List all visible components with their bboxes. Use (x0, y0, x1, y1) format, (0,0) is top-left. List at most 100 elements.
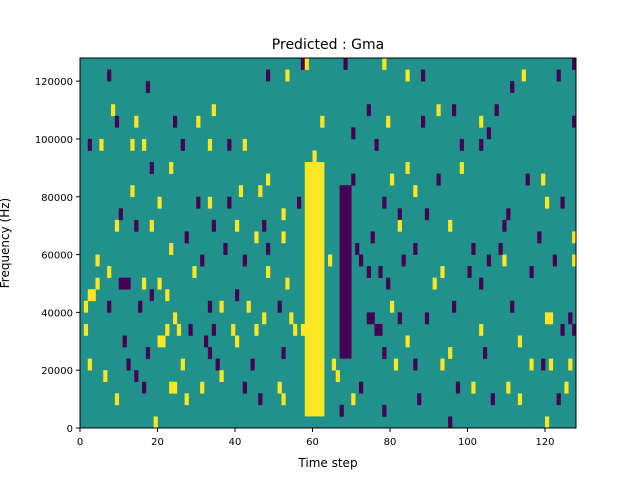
heatmap-cell-low (366, 266, 371, 278)
heatmap-cell-high (397, 219, 402, 232)
heatmap-cell-high (87, 358, 92, 371)
heatmap-cell-low (258, 393, 263, 406)
heatmap-cell-high (231, 323, 236, 336)
heatmap-cell-high (219, 300, 224, 313)
low-band-column (347, 185, 352, 359)
heatmap-cell-high (114, 219, 120, 232)
heatmap-cell-low (459, 138, 464, 151)
heatmap-cell-low (281, 347, 286, 359)
heatmap-cell-high (289, 312, 294, 325)
heatmap-cell-low (211, 323, 216, 336)
heatmap-cell-high (161, 335, 166, 348)
heatmap-cell-low (436, 173, 441, 186)
low-band-column (343, 185, 348, 359)
heatmap-cell-high (91, 289, 96, 302)
heatmap-cell-high (192, 266, 197, 278)
heatmap-cell-low (471, 243, 476, 255)
heatmap-cell-high (254, 323, 259, 336)
heatmap-cell-low (572, 115, 577, 128)
heatmap-cell-high (564, 381, 569, 394)
heatmap-cell-high (149, 219, 154, 232)
high-band-column (312, 162, 317, 417)
heatmap-cell-high (235, 335, 240, 348)
heatmap-cell-high (235, 219, 240, 232)
heatmap-cell-high (281, 393, 286, 406)
heatmap-cell-low (374, 323, 379, 336)
heatmap-cell-high (386, 115, 391, 128)
heatmap-cell-high (471, 381, 476, 394)
heatmap-cell-low (355, 243, 360, 255)
heatmap-cell-low (142, 381, 147, 394)
heatmap-cell-low (351, 127, 356, 140)
x-tick-label: 80 (384, 437, 397, 448)
heatmap-cell-low (126, 277, 131, 290)
heatmap-cell-low (204, 335, 209, 348)
heatmap-cell-high (351, 393, 356, 406)
heatmap-cell-high (142, 138, 147, 151)
y-axis: 0 20000 40000 60000 80000 100000 120000 (35, 77, 80, 435)
heatmap-cell-high (176, 323, 182, 336)
heatmap-cell-high (200, 381, 205, 394)
heatmap-cell-high (541, 173, 546, 186)
y-tick-label: 40000 (41, 308, 73, 319)
heatmap-cell-high (545, 312, 550, 325)
heatmap-cell-low (207, 300, 213, 313)
heatmap-cell-high (157, 196, 162, 209)
heatmap-cell-low (397, 208, 402, 221)
heatmap-cell-high (242, 138, 247, 151)
y-tick-label: 0 (67, 424, 73, 435)
heatmap-cell-high (502, 254, 507, 267)
heatmap-cell-high (382, 58, 387, 70)
heatmap-cell-high (157, 335, 162, 348)
heatmap-cell-high (169, 162, 174, 174)
heatmap-cell-high (95, 277, 100, 290)
heatmap-cell-low (145, 347, 151, 359)
heatmap-cell-low (266, 69, 271, 82)
heatmap-cell-high (262, 312, 267, 325)
heatmap-cell-high (440, 266, 445, 278)
heatmap-cell-low (378, 323, 383, 336)
heatmap-cell-high (390, 173, 395, 186)
x-tick-label: 20 (151, 437, 164, 448)
heatmap-cell-low (242, 381, 247, 394)
heatmap-cell-low (227, 196, 232, 209)
heatmap-cell-high (207, 138, 213, 151)
heatmap-cell-low (359, 381, 364, 394)
heatmap-cell-low (107, 69, 112, 82)
heatmap-cell-high (184, 393, 189, 406)
x-tick-label: 60 (306, 437, 319, 448)
heatmap-cell-low (378, 266, 383, 278)
heatmap-cell-high (517, 335, 523, 348)
heatmap-cell-high (277, 381, 282, 394)
heatmap-cell-high (545, 416, 550, 429)
heatmap-cell-low (107, 300, 112, 313)
heatmap-cell-high (548, 312, 554, 325)
heatmap-cell-high (103, 370, 108, 383)
heatmap-cell-high (211, 104, 216, 117)
heatmap-cell-low (525, 173, 530, 186)
heatmap-cell-high (285, 277, 290, 290)
heatmap-cell-low (149, 289, 154, 302)
heatmap-cell-high (99, 138, 104, 151)
heatmap-cell-low (455, 381, 461, 394)
heatmap-cell-low (552, 254, 557, 267)
heatmap-cell-high (479, 115, 484, 128)
heatmap-cell-low (397, 312, 402, 325)
heatmap-cell-low (277, 300, 282, 313)
heatmap-cell-low (149, 162, 154, 174)
heatmap-cell-high (432, 277, 437, 290)
heatmap-cell-low (359, 254, 364, 267)
heatmap-cell-high (87, 289, 92, 302)
heatmap-cell-low (560, 323, 565, 336)
heatmap-cell-low (382, 196, 387, 209)
chart-title: Predicted : Gma (272, 37, 384, 53)
heatmap-cell-low (207, 347, 213, 359)
heatmap-cell-high (331, 358, 337, 371)
heatmap-cell-high (266, 173, 271, 186)
heatmap-cell-low (180, 138, 185, 151)
heatmap-cell-high (246, 300, 251, 313)
heatmap-cell-low (134, 219, 139, 232)
heatmap-cell-high (448, 347, 453, 359)
heatmap-cell-low (421, 115, 426, 128)
heatmap-cell-high (165, 289, 170, 302)
